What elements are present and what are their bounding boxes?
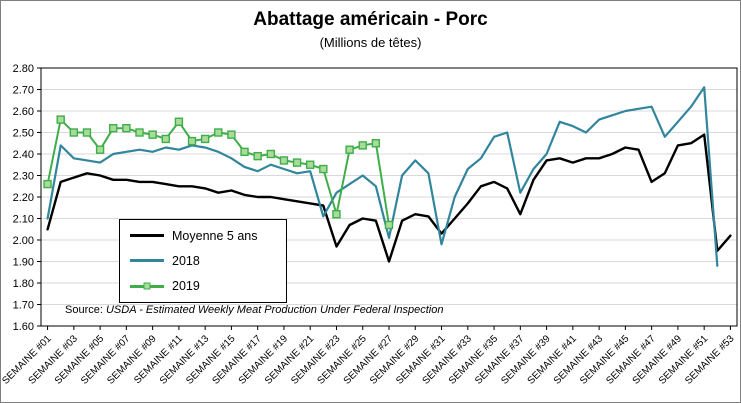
series-marker-2019 <box>56 115 65 124</box>
series-marker-2019 <box>161 134 170 144</box>
source-text: USDA - Estimated Weekly Meat Production … <box>105 304 444 316</box>
series-marker-2019 <box>371 139 381 148</box>
series-marker-2019 <box>174 117 184 126</box>
chart-title: Abattage américain - Porc <box>253 9 488 30</box>
series-marker-2019 <box>332 209 341 219</box>
y-tick-label: 2.80 <box>13 63 34 75</box>
legend-square-marker-2019 <box>143 282 151 290</box>
series-marker-2019 <box>345 145 354 154</box>
series-marker-2019 <box>292 158 302 167</box>
y-tick-label: 2.60 <box>13 106 34 118</box>
legend-label-moyenne-5-ans: Moyenne 5 ans <box>172 228 258 243</box>
series-marker-2019 <box>358 141 367 150</box>
series-marker-2019 <box>43 179 52 189</box>
y-tick-label: 1.90 <box>13 257 34 269</box>
series-marker-2019 <box>240 147 249 157</box>
series-marker-2019 <box>227 130 236 139</box>
series-marker-2019 <box>109 123 118 133</box>
legend-label-2018: 2018 <box>172 253 200 268</box>
y-tick-label: 1.60 <box>13 321 34 333</box>
y-tick-label: 2.00 <box>13 235 34 247</box>
legend-item-2018: 2018 <box>130 254 276 268</box>
y-tick-label: 1.80 <box>13 278 34 290</box>
series-marker-2019 <box>95 145 105 154</box>
legend-item-moyenne-5-ans: Moyenne 5 ans <box>130 229 276 243</box>
series-marker-2019 <box>82 128 92 137</box>
legend-line-sample-2019 <box>130 282 164 290</box>
chart-subtitle: (Millions de têtes) <box>319 35 422 50</box>
series-marker-2019 <box>200 134 210 144</box>
series-line-2018 <box>46 86 719 267</box>
y-tick-label: 2.10 <box>13 214 34 226</box>
series-marker-2019 <box>279 156 289 165</box>
series-marker-2019 <box>148 130 157 139</box>
series-marker-2019 <box>319 164 328 174</box>
source-note: Source: USDA - Estimated Weekly Meat Pro… <box>65 304 443 316</box>
y-tick-label: 2.30 <box>13 171 34 183</box>
legend-label-2019: 2019 <box>172 279 200 294</box>
legend: Moyenne 5 ans 2018 2019 <box>119 219 287 303</box>
legend-line-sample-moyenne-5-ans <box>130 234 164 238</box>
series-marker-2019 <box>384 220 394 230</box>
y-tick-label: 2.20 <box>13 192 34 204</box>
legend-item-2019: 2019 <box>130 279 276 293</box>
series-marker-2019 <box>266 149 276 159</box>
y-tick-label: 2.70 <box>13 85 34 97</box>
y-tick-label: 2.40 <box>13 149 34 161</box>
source-label: Source: <box>65 304 103 316</box>
y-tick-label: 2.50 <box>13 128 34 140</box>
legend-line-sample-2018 <box>130 259 164 263</box>
series-marker-2019 <box>187 136 197 146</box>
series-marker-2019 <box>253 151 262 161</box>
series-marker-2019 <box>135 128 144 137</box>
series-marker-2019 <box>122 123 131 133</box>
series-marker-2019 <box>306 160 315 169</box>
series-marker-2019 <box>69 128 79 137</box>
series-marker-2019 <box>214 128 223 137</box>
y-tick-label: 1.70 <box>13 300 34 312</box>
series-line-moyenne-5-ans <box>46 133 732 263</box>
